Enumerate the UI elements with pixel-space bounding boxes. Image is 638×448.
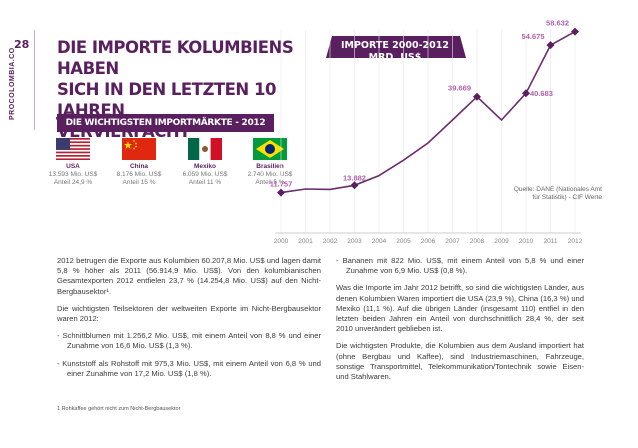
data-label: 39.669 [448, 84, 471, 93]
x-tick-label: 2010 [519, 238, 534, 245]
country-mexico: Mexiko 6.059 Mio. US$ Anteil 11 % [170, 138, 240, 187]
brazil-flag-icon [253, 138, 287, 160]
chart-title-banner [326, 36, 466, 58]
side-brand: PROCOLOMBIA.CO [9, 47, 16, 120]
x-tick-label: 2003 [347, 238, 362, 245]
data-label: 54.675 [522, 32, 545, 41]
country-value: 6.059 Mio. US$ [182, 171, 228, 178]
data-label: 13.882 [343, 173, 366, 182]
country-name: Brasilien [256, 163, 284, 170]
country-name: USA [66, 163, 80, 170]
chart-source-line: für Statistik) - CIF Werte [532, 194, 602, 201]
data-point-marker [522, 89, 530, 98]
data-point-marker [546, 41, 555, 50]
chart-source: Quelle: DANE (Nationales Amt für Statist… [512, 186, 602, 202]
headline-line: DIE IMPORTE KOLUMBIENS HABEN [57, 38, 294, 78]
china-flag-icon [122, 138, 156, 160]
country-share: Anteil 15 % [122, 179, 156, 186]
list-item: - Schnittblumen mit 1.256,2 Mio. US$, mi… [57, 331, 321, 351]
country-share: Anteil 5 % [255, 179, 285, 186]
x-tick-label: 2006 [421, 238, 436, 245]
data-label: 58.632 [546, 19, 569, 28]
data-point-marker [277, 188, 285, 197]
data-label: 11.757 [270, 180, 293, 189]
headline: DIE IMPORTE KOLUMBIENS HABEN SICH IN DEN… [57, 37, 307, 142]
x-tick-label: 2008 [470, 238, 485, 245]
data-label: 40.683 [530, 89, 553, 98]
page-number: 28 [14, 38, 30, 51]
country-share: Anteil 24,9 % [53, 179, 93, 186]
chart-title-line: MRD. US$ [368, 52, 422, 63]
x-tick-label: 2002 [323, 238, 338, 245]
x-tick-label: 2001 [298, 238, 313, 245]
data-point-marker [350, 181, 359, 190]
mexico-flag-icon [188, 138, 222, 160]
body-column-right: - Bananen mit 822 Mio. US$, mit einem An… [336, 256, 584, 389]
x-tick-label: 2011 [544, 238, 558, 245]
chart-source-line: Quelle: DANE (Nationales Amt [513, 186, 602, 193]
paragraph: Die wichtigsten Teilsektoren der weltwei… [57, 303, 321, 324]
subtitle-banner: DIE WICHTIGSTEN IMPORTMÄRKTE - 2012 [57, 114, 274, 132]
paragraph: 2012 betrugen die Exporte aus Kolumbien … [57, 256, 321, 296]
country-share: Anteil 11 % [188, 179, 222, 186]
list-item: - Bananen mit 822 Mio. US$, mit einem An… [336, 256, 584, 276]
body-column-left: 2012 betrugen die Exporte aus Kolumbien … [57, 256, 321, 386]
data-point-marker [571, 27, 579, 36]
x-tick-label: 2004 [372, 238, 387, 245]
imports-line-chart: 2000 2001 2002 2003 2004 2005 2006 2007 2008 2009… [270, 19, 583, 245]
x-tick-label: 2009 [494, 238, 509, 245]
country-value: 2.740 Mio. US$ [247, 171, 293, 178]
country-usa: USA 13.593 Mio. US$ Anteil 24,9 % [38, 138, 108, 187]
paragraph: Die wichtigsten Produkte, die Kolumbien … [336, 341, 584, 382]
x-tick-label: 2005 [396, 238, 411, 245]
subtitle: DIE WICHTIGSTEN IMPORTMÄRKTE - 2012 [65, 118, 266, 128]
country-value: 8.176 Mio. US$ [116, 171, 162, 178]
paragraph: Was die Importe im Jahr 2012 betrifft, s… [336, 283, 584, 334]
footnote: 1 Rohkaffee gehört nicht zum Nicht-Bergb… [57, 406, 181, 412]
x-tick-label: 2000 [274, 238, 289, 245]
list-item: - Kunststoff als Rohstoff mit 975,3 Mio.… [57, 358, 321, 378]
chart-title-line: IMPORTE 2000-2012 [340, 40, 450, 51]
country-brazil: Brasilien 2.740 Mio. US$ Anteil 5 % [235, 138, 305, 187]
chart-title: IMPORTE 2000-2012 MRD. US$ [338, 40, 452, 64]
usa-flag-icon [56, 138, 90, 160]
x-tick-label: 2007 [445, 238, 460, 245]
country-china: China 8.176 Mio. US$ Anteil 15 % [104, 138, 174, 187]
side-divider [34, 30, 35, 130]
country-name: Mexiko [193, 163, 217, 170]
x-tick-label: 2012 [568, 238, 583, 245]
country-name: China [129, 163, 149, 170]
data-point-marker [473, 92, 481, 101]
country-value: 13.593 Mio. US$ [48, 171, 98, 178]
